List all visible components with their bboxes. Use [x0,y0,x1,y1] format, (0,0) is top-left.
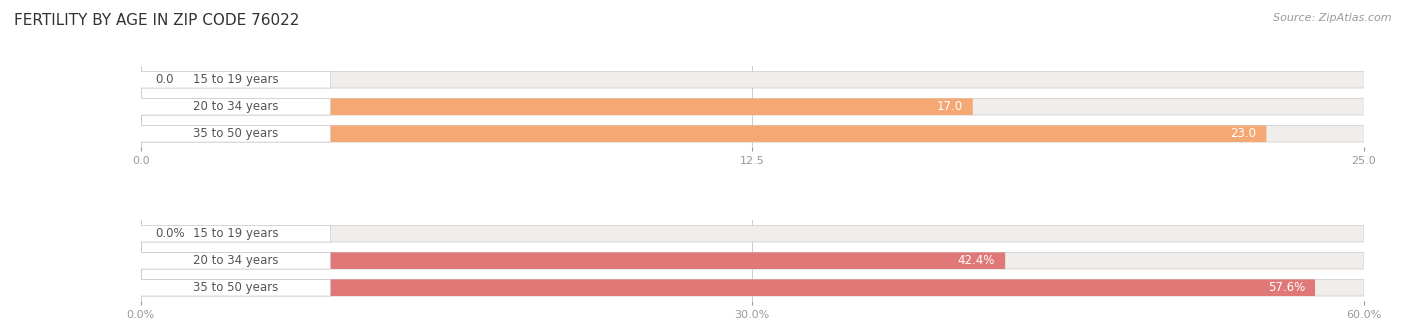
Text: 57.6%: 57.6% [1268,281,1305,294]
FancyBboxPatch shape [141,98,330,115]
Text: Source: ZipAtlas.com: Source: ZipAtlas.com [1274,13,1392,23]
Text: 23.0: 23.0 [1230,127,1256,140]
Text: 0.0: 0.0 [155,73,174,86]
Text: 35 to 50 years: 35 to 50 years [193,281,278,294]
FancyBboxPatch shape [141,279,1364,296]
Text: 20 to 34 years: 20 to 34 years [193,254,278,267]
Text: 20 to 34 years: 20 to 34 years [193,100,278,113]
FancyBboxPatch shape [141,125,1267,142]
Text: 0.0%: 0.0% [155,227,186,240]
FancyBboxPatch shape [141,279,330,296]
FancyBboxPatch shape [141,252,1005,269]
FancyBboxPatch shape [141,279,1315,296]
FancyBboxPatch shape [141,252,330,269]
FancyBboxPatch shape [141,98,973,115]
Text: 35 to 50 years: 35 to 50 years [193,127,278,140]
FancyBboxPatch shape [141,71,1364,88]
Text: 17.0: 17.0 [936,100,963,113]
FancyBboxPatch shape [141,125,330,142]
Text: 15 to 19 years: 15 to 19 years [193,73,278,86]
Text: 42.4%: 42.4% [957,254,995,267]
FancyBboxPatch shape [141,71,330,88]
Text: 15 to 19 years: 15 to 19 years [193,227,278,240]
FancyBboxPatch shape [141,225,1364,242]
FancyBboxPatch shape [141,252,1364,269]
Text: FERTILITY BY AGE IN ZIP CODE 76022: FERTILITY BY AGE IN ZIP CODE 76022 [14,13,299,28]
FancyBboxPatch shape [141,98,1364,115]
FancyBboxPatch shape [141,225,330,242]
FancyBboxPatch shape [141,125,1364,142]
